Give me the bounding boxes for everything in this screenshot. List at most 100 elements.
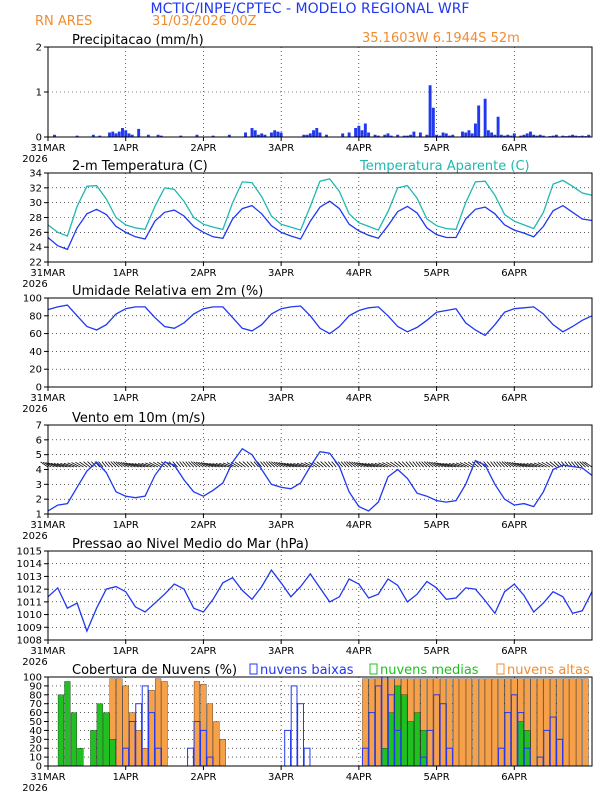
wind-arrow bbox=[520, 463, 531, 468]
wind-arrow bbox=[283, 462, 295, 468]
precip-bar bbox=[121, 128, 124, 137]
y-tick-label: 100 bbox=[23, 673, 42, 684]
precip-bar bbox=[124, 130, 128, 137]
wind-arrow bbox=[219, 462, 230, 468]
cloud-bar-nuvens-medias bbox=[381, 748, 388, 767]
wind-arrow bbox=[118, 461, 126, 468]
wind-arrow bbox=[327, 461, 334, 468]
x-year-label: 2026 bbox=[22, 154, 47, 165]
precip-bar bbox=[357, 125, 361, 137]
precip-bar bbox=[360, 130, 364, 137]
wind-arrow bbox=[433, 462, 444, 468]
cloud-bar-nuvens-altas bbox=[543, 678, 550, 767]
plot-frame bbox=[47, 46, 593, 138]
precip-bar bbox=[574, 135, 578, 137]
y-tick-label: 0 bbox=[36, 383, 42, 394]
wind-speed-line bbox=[47, 447, 593, 512]
cloud-bar-nuvens-altas bbox=[485, 678, 492, 767]
wind-arrow bbox=[113, 461, 120, 468]
cloud-bar-nuvens-altas bbox=[563, 678, 570, 767]
y-tick-label: 34 bbox=[29, 169, 42, 180]
precip-bar bbox=[325, 134, 328, 137]
x-year-label: 2026 bbox=[22, 279, 47, 290]
wind-arrow bbox=[265, 461, 272, 468]
wind-arrow bbox=[156, 461, 165, 468]
x-tick-label: 2APR bbox=[190, 143, 216, 154]
cloud-bar-nuvens-altas bbox=[155, 678, 162, 767]
precip-bar bbox=[260, 133, 264, 137]
x-tick-label: 1APR bbox=[113, 268, 139, 279]
cloud-bar-nuvens-altas bbox=[569, 678, 576, 767]
precip-bar bbox=[418, 132, 422, 137]
wind-arrow bbox=[263, 461, 269, 468]
precip-bar bbox=[490, 132, 494, 137]
precip-bar bbox=[386, 133, 390, 137]
wind-arrow bbox=[576, 461, 583, 468]
wind-arrow bbox=[340, 461, 347, 468]
cloud-bar-nuvens-medias bbox=[64, 681, 71, 767]
wind-arrow bbox=[71, 462, 81, 468]
wind-arrow bbox=[141, 462, 152, 468]
y-tick-label: 3 bbox=[36, 480, 42, 491]
cloud-bar-nuvens-altas bbox=[193, 681, 201, 767]
precip-bar bbox=[464, 132, 468, 137]
precip-bar bbox=[117, 131, 121, 137]
cloud-bar-nuvens-medias bbox=[420, 730, 427, 767]
cloud-bar-nuvens-altas bbox=[556, 678, 563, 767]
panel-title: Umidade Relativa em 2m (%) bbox=[72, 284, 263, 299]
wind-arrow bbox=[152, 461, 162, 468]
precip-bar bbox=[269, 132, 273, 137]
cloud-bar-nuvens-medias bbox=[401, 694, 408, 767]
x-year-label: 2026 bbox=[22, 404, 47, 415]
wind-arrow bbox=[308, 461, 317, 468]
precip-bar bbox=[354, 128, 358, 137]
wind-arrow bbox=[346, 461, 353, 468]
legend-swatch bbox=[249, 663, 258, 675]
wind-arrow bbox=[286, 463, 298, 468]
x-tick-label: 1APR bbox=[113, 772, 139, 783]
wind-arrow bbox=[253, 461, 259, 468]
precip-bar bbox=[587, 134, 591, 137]
precip-bar bbox=[75, 135, 79, 137]
x-tick-label: 2APR bbox=[190, 268, 216, 279]
precip-bar bbox=[137, 128, 141, 137]
wind-arrow bbox=[514, 462, 525, 468]
precip-bar bbox=[211, 135, 215, 137]
x-tick-label: 3APR bbox=[268, 520, 294, 531]
wind-arrow bbox=[316, 461, 324, 468]
x-tick-label: 3APR bbox=[268, 393, 294, 404]
wind-arrow bbox=[238, 461, 246, 468]
wind-arrow bbox=[390, 461, 398, 468]
wind-arrow bbox=[364, 463, 376, 468]
wind-arrow bbox=[160, 461, 169, 468]
precip-bar bbox=[312, 130, 315, 137]
x-tick-label: 31MAR bbox=[30, 772, 65, 783]
wind-arrow bbox=[104, 461, 110, 468]
panel-title: Cobertura de Nuvens (%) bbox=[72, 663, 237, 678]
precip-bar bbox=[435, 134, 439, 137]
cloud-bar-nuvens-altas bbox=[550, 678, 557, 767]
panel-temp: 22 24 26 28 30 32 34 31MAR 1APR 2APR 3APR 4APR 5APR 6… bbox=[22, 159, 593, 290]
x-tick-label: 2APR bbox=[190, 772, 216, 783]
wind-arrow bbox=[436, 462, 447, 468]
wind-arrow bbox=[260, 461, 266, 468]
precip-bar bbox=[483, 98, 487, 137]
precip-bar bbox=[402, 135, 406, 137]
wind-arrow bbox=[501, 461, 509, 468]
wind-arrow bbox=[242, 461, 250, 468]
cloud-bar-nuvens-altas bbox=[459, 678, 466, 767]
y-tick-label: 28 bbox=[29, 213, 42, 224]
precip-bar bbox=[91, 134, 95, 137]
wind-arrow bbox=[48, 462, 58, 468]
x-tick-label: 5APR bbox=[423, 520, 449, 531]
panel-title: Vento em 10m (m/s) bbox=[72, 411, 205, 426]
wind-arrow bbox=[128, 462, 139, 468]
wind-arrow bbox=[526, 463, 538, 468]
y-tick-label: 40 bbox=[29, 726, 42, 737]
wind-arrow bbox=[195, 461, 204, 468]
wind-arrow bbox=[353, 461, 363, 468]
cloud-bar-nuvens-altas bbox=[142, 748, 149, 767]
wind-arrow bbox=[401, 461, 408, 468]
precip-bar bbox=[396, 134, 400, 137]
